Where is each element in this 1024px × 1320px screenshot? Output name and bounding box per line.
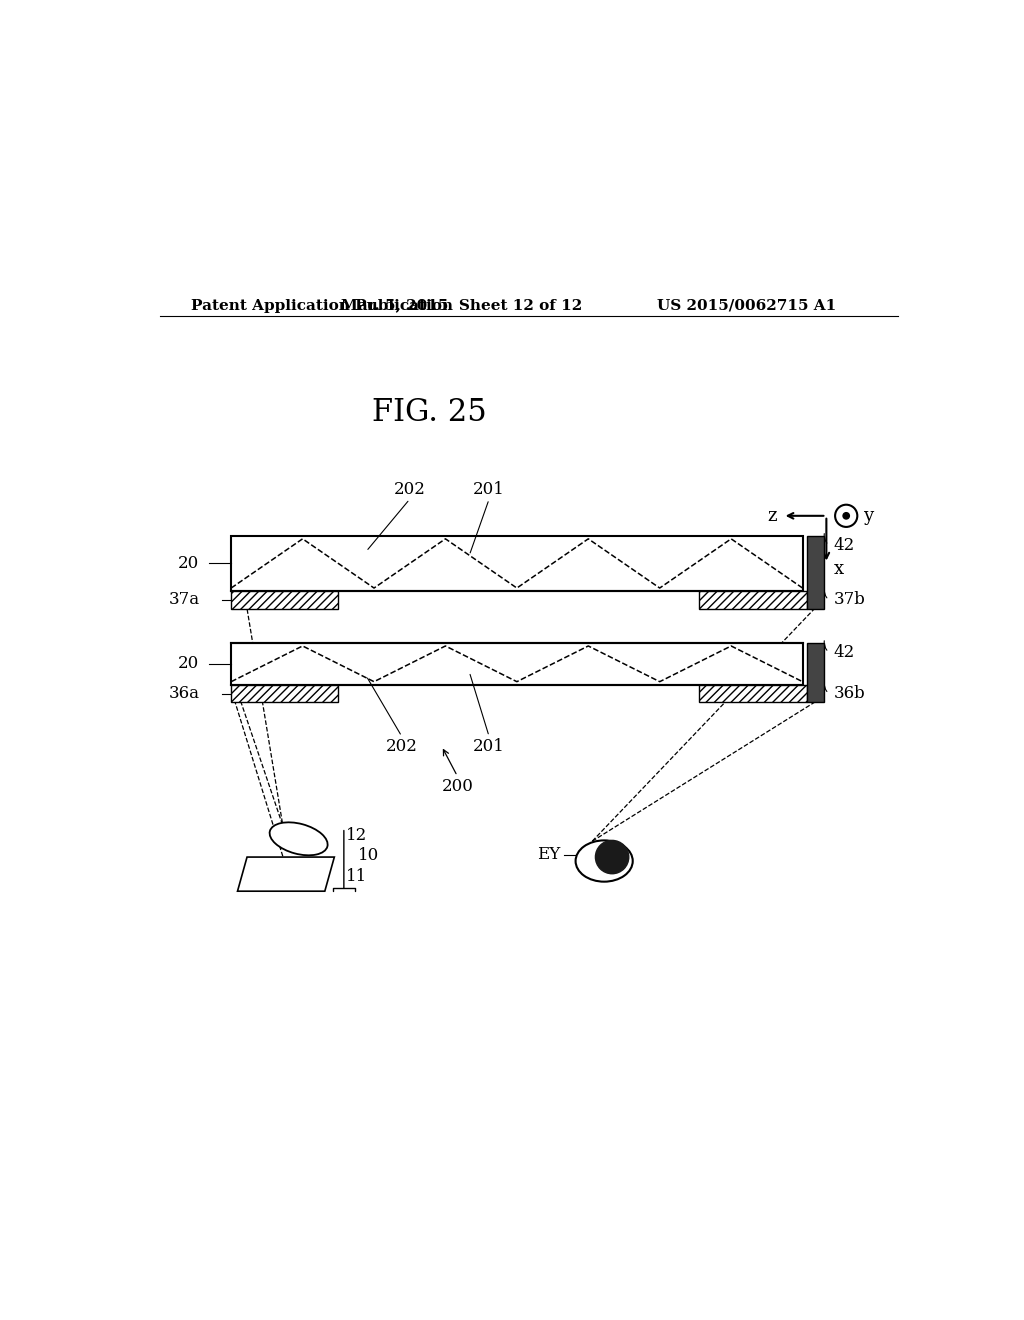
Circle shape — [836, 504, 857, 527]
Text: 36b: 36b — [834, 685, 865, 702]
Text: 37b: 37b — [834, 591, 865, 609]
Text: 201: 201 — [473, 738, 505, 755]
Polygon shape — [238, 857, 334, 891]
Text: EY: EY — [538, 846, 560, 863]
Text: FIG. 25: FIG. 25 — [372, 397, 487, 428]
Text: 42: 42 — [834, 537, 855, 553]
Bar — [231, 591, 338, 609]
Bar — [231, 685, 338, 702]
Text: 20: 20 — [178, 554, 200, 572]
Circle shape — [843, 512, 849, 519]
Text: 201: 201 — [473, 480, 505, 498]
Circle shape — [595, 841, 629, 874]
Text: y: y — [863, 507, 873, 525]
Text: z: z — [768, 507, 777, 525]
Text: 12: 12 — [346, 828, 368, 843]
Ellipse shape — [269, 822, 328, 855]
Bar — [231, 536, 803, 591]
Bar — [807, 643, 824, 702]
Bar — [231, 643, 803, 685]
Text: 202: 202 — [386, 738, 418, 755]
Bar — [699, 591, 807, 609]
Text: x: x — [834, 560, 844, 578]
Text: Patent Application Publication: Patent Application Publication — [191, 298, 454, 313]
Text: US 2015/0062715 A1: US 2015/0062715 A1 — [657, 298, 837, 313]
Text: 37a: 37a — [168, 591, 200, 609]
Text: 20: 20 — [178, 655, 200, 672]
Text: 11: 11 — [346, 869, 368, 886]
Text: 202: 202 — [394, 480, 426, 498]
Text: 36a: 36a — [168, 685, 200, 702]
Bar — [699, 685, 807, 702]
Text: 200: 200 — [441, 777, 473, 795]
Text: Mar. 5, 2015  Sheet 12 of 12: Mar. 5, 2015 Sheet 12 of 12 — [341, 298, 582, 313]
Ellipse shape — [575, 841, 633, 882]
Text: 10: 10 — [358, 847, 380, 865]
Bar — [807, 536, 824, 609]
Text: 42: 42 — [834, 644, 855, 661]
